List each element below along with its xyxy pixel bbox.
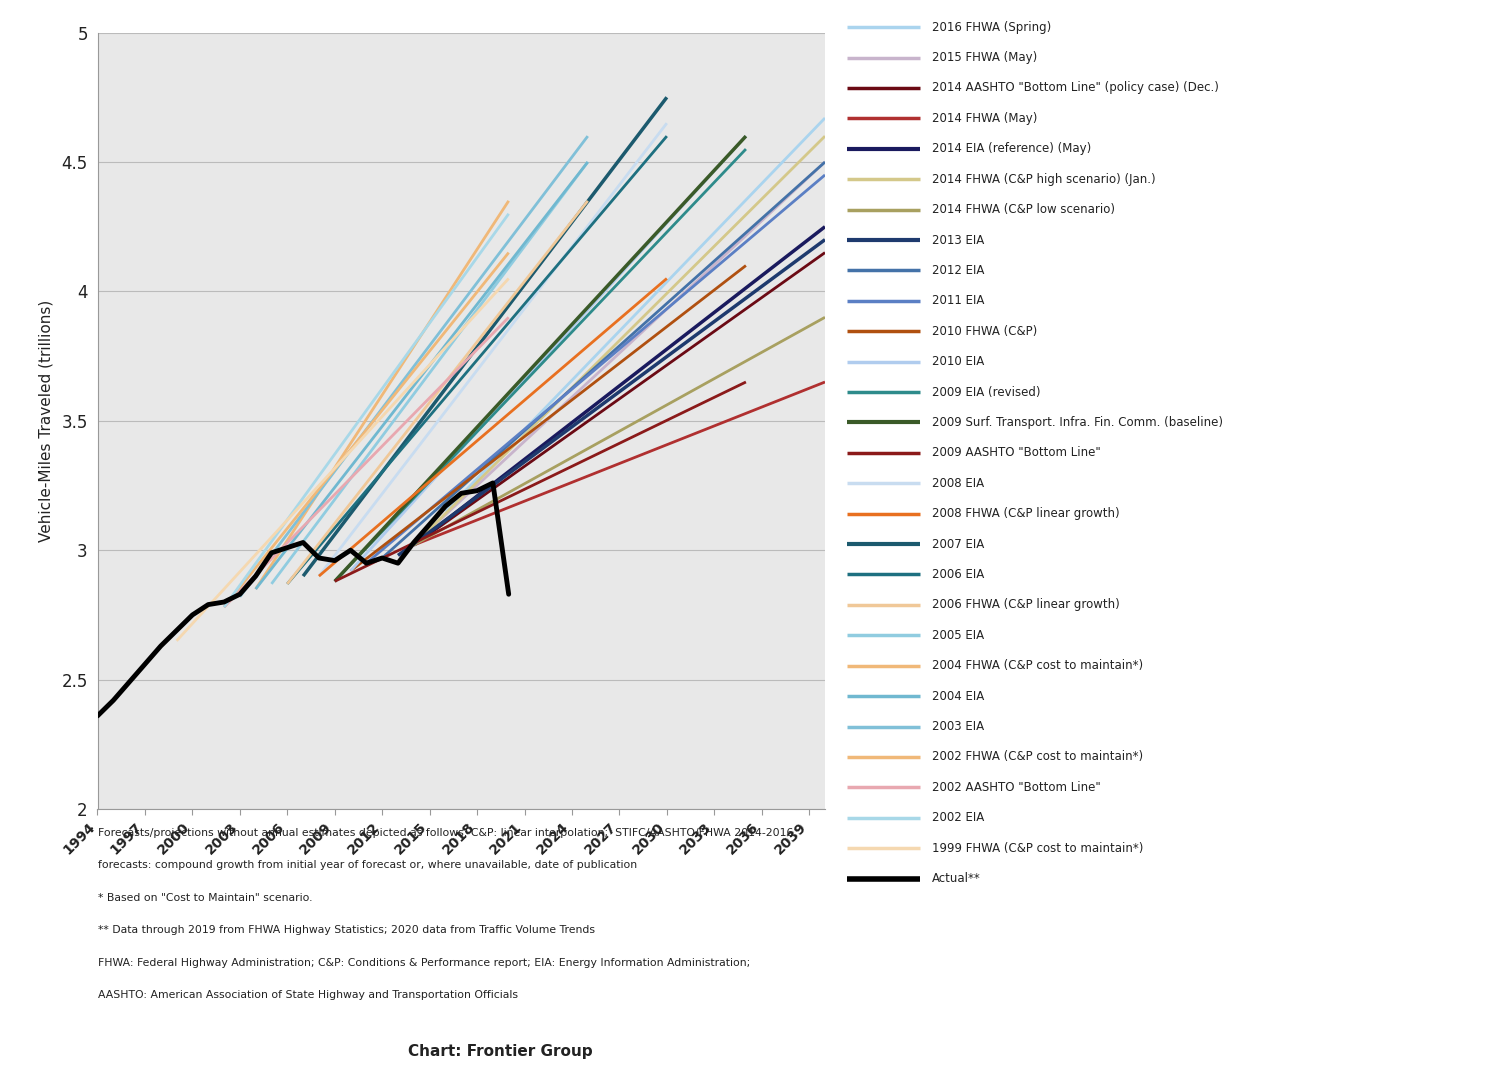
Text: 2009 EIA (revised): 2009 EIA (revised): [932, 386, 1040, 399]
Text: 2014 FHWA (C&P low scenario): 2014 FHWA (C&P low scenario): [932, 203, 1114, 216]
Text: 2009 AASHTO "Bottom Line": 2009 AASHTO "Bottom Line": [932, 446, 1100, 459]
Text: Actual**: Actual**: [932, 872, 981, 885]
Text: 2002 EIA: 2002 EIA: [932, 811, 984, 824]
Text: 2013 EIA: 2013 EIA: [932, 233, 984, 247]
Text: 2014 AASHTO "Bottom Line" (policy case) (Dec.): 2014 AASHTO "Bottom Line" (policy case) …: [932, 81, 1218, 94]
Text: 2010 FHWA (C&P): 2010 FHWA (C&P): [932, 325, 1036, 338]
Text: 2003 EIA: 2003 EIA: [932, 720, 984, 733]
Text: Chart: Frontier Group: Chart: Frontier Group: [408, 1044, 592, 1059]
Text: 2004 FHWA (C&P cost to maintain*): 2004 FHWA (C&P cost to maintain*): [932, 659, 1143, 672]
Text: 1999 FHWA (C&P cost to maintain*): 1999 FHWA (C&P cost to maintain*): [932, 842, 1143, 855]
Text: 2016 FHWA (Spring): 2016 FHWA (Spring): [932, 21, 1050, 34]
Text: 2011 EIA: 2011 EIA: [932, 294, 984, 307]
Text: 2010 EIA: 2010 EIA: [932, 355, 984, 368]
Text: 2008 EIA: 2008 EIA: [932, 477, 984, 490]
Text: Forecasts/projections without annual estimates depicted as follows: C&P: linear : Forecasts/projections without annual est…: [98, 828, 794, 837]
Text: AASHTO: American Association of State Highway and Transportation Officials: AASHTO: American Association of State Hi…: [98, 990, 518, 1000]
Text: 2012 EIA: 2012 EIA: [932, 264, 984, 277]
Text: ** Data through 2019 from FHWA Highway Statistics; 2020 data from Traffic Volume: ** Data through 2019 from FHWA Highway S…: [98, 925, 594, 935]
Text: 2006 EIA: 2006 EIA: [932, 568, 984, 581]
Text: forecasts: compound growth from initial year of forecast or, where unavailable, : forecasts: compound growth from initial …: [98, 860, 636, 870]
Y-axis label: Vehicle-Miles Traveled (trillions): Vehicle-Miles Traveled (trillions): [38, 300, 52, 542]
Text: FHWA: Federal Highway Administration; C&P: Conditions & Performance report; EIA:: FHWA: Federal Highway Administration; C&…: [98, 958, 750, 968]
Text: 2006 FHWA (C&P linear growth): 2006 FHWA (C&P linear growth): [932, 598, 1119, 611]
Text: 2002 AASHTO "Bottom Line": 2002 AASHTO "Bottom Line": [932, 781, 1100, 794]
Text: 2007 EIA: 2007 EIA: [932, 538, 984, 551]
Text: 2008 FHWA (C&P linear growth): 2008 FHWA (C&P linear growth): [932, 507, 1119, 520]
Text: 2002 FHWA (C&P cost to maintain*): 2002 FHWA (C&P cost to maintain*): [932, 750, 1143, 763]
Text: 2014 FHWA (C&P high scenario) (Jan.): 2014 FHWA (C&P high scenario) (Jan.): [932, 173, 1155, 186]
Text: 2004 EIA: 2004 EIA: [932, 690, 984, 703]
Text: 2005 EIA: 2005 EIA: [932, 629, 984, 642]
Text: 2009 Surf. Transport. Infra. Fin. Comm. (baseline): 2009 Surf. Transport. Infra. Fin. Comm. …: [932, 416, 1222, 429]
Text: 2014 FHWA (May): 2014 FHWA (May): [932, 112, 1036, 125]
Text: * Based on "Cost to Maintain" scenario.: * Based on "Cost to Maintain" scenario.: [98, 893, 312, 902]
Text: 2015 FHWA (May): 2015 FHWA (May): [932, 51, 1036, 64]
Text: 2014 EIA (reference) (May): 2014 EIA (reference) (May): [932, 142, 1090, 155]
